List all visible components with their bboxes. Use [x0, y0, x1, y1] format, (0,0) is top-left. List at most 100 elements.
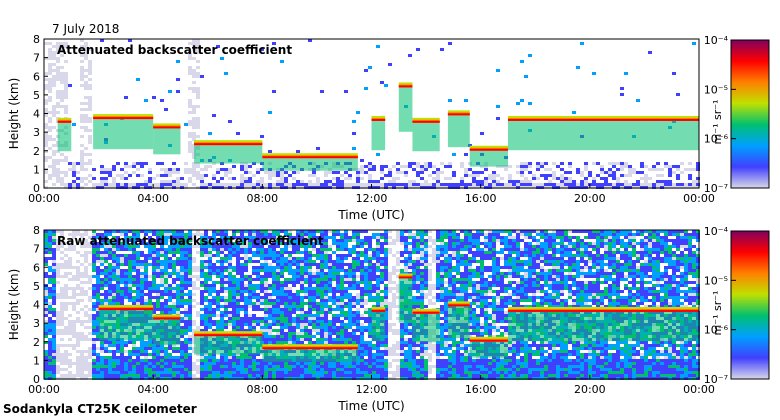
- backscatter-cell: [372, 251, 376, 254]
- backscatter-cell: [220, 296, 224, 299]
- backscatter-cell: [168, 296, 172, 299]
- backscatter-cell: [52, 368, 56, 371]
- backscatter-cell: [312, 230, 316, 233]
- backscatter-cell: [256, 275, 260, 278]
- backscatter-cell: [228, 239, 232, 242]
- backscatter-cell: [68, 239, 72, 242]
- backscatter-cell: [300, 302, 304, 305]
- backscatter-cell: [84, 162, 88, 165]
- backscatter-cell: [368, 162, 372, 165]
- backscatter-cell: [672, 171, 676, 174]
- backscatter-cell: [308, 260, 312, 263]
- backscatter-cell: [192, 108, 196, 111]
- backscatter-cell: [52, 51, 56, 54]
- backscatter-cell: [116, 281, 120, 284]
- backscatter-cell: [320, 314, 324, 317]
- backscatter-cell: [452, 171, 456, 174]
- backscatter-cell: [120, 263, 124, 266]
- backscatter-cell: [344, 171, 348, 174]
- backscatter-cell: [236, 302, 240, 305]
- backscatter-cell: [348, 341, 352, 344]
- backscatter-cell: [276, 317, 280, 320]
- backscatter-cell: [308, 287, 312, 290]
- backscatter-cell: [184, 236, 188, 239]
- backscatter-cell: [308, 281, 312, 284]
- backscatter-cell: [332, 341, 336, 344]
- backscatter-cell: [216, 305, 220, 308]
- backscatter-cell: [324, 320, 328, 323]
- backscatter-cell: [376, 368, 380, 371]
- backscatter-cell: [340, 257, 344, 260]
- backscatter-cell: [96, 371, 100, 374]
- backscatter-cell: [372, 368, 376, 371]
- backscatter-cell: [188, 69, 192, 72]
- backscatter-cell: [336, 275, 340, 278]
- backscatter-cell: [192, 120, 196, 123]
- backscatter-cell: [344, 311, 348, 314]
- backscatter-cell: [48, 374, 52, 377]
- backscatter-cell: [192, 132, 196, 135]
- backscatter-cell: [260, 236, 264, 239]
- backscatter-cell: [192, 365, 196, 368]
- backscatter-cell: [400, 236, 404, 239]
- backscatter-cell: [204, 323, 208, 326]
- backscatter-cell: [392, 296, 396, 299]
- backscatter-cell: [92, 254, 96, 257]
- backscatter-cell: [284, 374, 288, 377]
- backscatter-cell: [216, 302, 220, 305]
- backscatter-cell: [380, 281, 384, 284]
- backscatter-cell: [76, 338, 80, 341]
- backscatter-cell: [240, 248, 244, 251]
- backscatter-cell: [164, 302, 168, 305]
- backscatter-cell: [396, 371, 400, 374]
- backscatter-cell: [140, 350, 144, 353]
- backscatter-cell: [276, 236, 280, 239]
- backscatter-cell: [288, 329, 292, 332]
- backscatter-cell: [308, 293, 312, 296]
- backscatter-cell: [232, 356, 236, 359]
- backscatter-cell: [240, 317, 244, 320]
- backscatter-cell: [364, 242, 368, 245]
- backscatter-cell: [368, 365, 372, 368]
- backscatter-cell: [396, 341, 400, 344]
- backscatter-cell: [644, 180, 648, 183]
- backscatter-cell: [352, 260, 356, 263]
- backscatter-cell: [492, 171, 496, 174]
- backscatter-cell: [232, 368, 236, 371]
- backscatter-cell: [164, 350, 168, 353]
- backscatter-cell: [220, 317, 224, 320]
- backscatter-cell: [48, 96, 52, 99]
- backscatter-cell: [292, 293, 296, 296]
- backscatter-cell: [396, 236, 400, 239]
- backscatter-cell: [284, 317, 288, 320]
- backscatter-cell: [208, 263, 212, 266]
- backscatter-cell: [560, 168, 564, 171]
- backscatter-cell: [292, 317, 296, 320]
- backscatter-cell: [272, 233, 276, 236]
- backscatter-cell: [348, 269, 352, 272]
- backscatter-cell: [564, 180, 568, 183]
- backscatter-cell: [128, 341, 132, 344]
- backscatter-cell: [216, 329, 220, 332]
- backscatter-cell: [80, 144, 84, 147]
- backscatter-cell: [316, 293, 320, 296]
- backscatter-cell: [52, 126, 56, 129]
- backscatter-cell: [60, 344, 64, 347]
- backscatter-cell: [44, 320, 48, 323]
- backscatter-cell: [248, 236, 252, 239]
- backscatter-cell: [376, 347, 380, 350]
- backscatter-cell: [304, 293, 308, 296]
- backscatter-cell: [564, 171, 568, 174]
- backscatter-cell: [296, 296, 300, 299]
- backscatter-cell: [292, 311, 296, 314]
- backscatter-cell: [196, 96, 200, 99]
- backscatter-cell: [120, 296, 124, 299]
- backscatter-cell: [108, 245, 112, 248]
- backscatter-cell: [80, 69, 84, 72]
- backscatter-cell: [124, 362, 128, 365]
- backscatter-cell: [108, 299, 112, 302]
- backscatter-cell: [344, 269, 348, 272]
- backscatter-cell: [348, 326, 352, 329]
- backscatter-cell: [180, 278, 184, 281]
- backscatter-cell: [208, 269, 212, 272]
